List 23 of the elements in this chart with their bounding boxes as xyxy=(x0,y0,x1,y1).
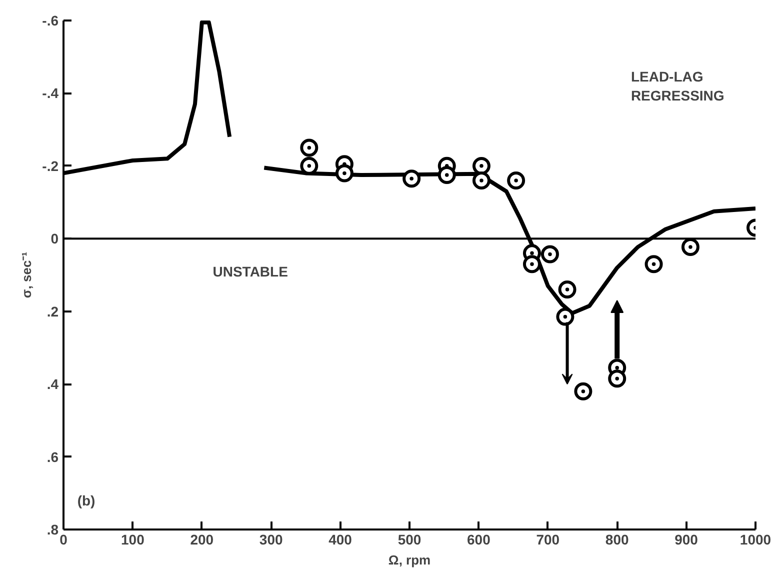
x-tick-label: 900 xyxy=(674,532,698,548)
y-axis-title: σ, sec⁻¹ xyxy=(19,252,34,298)
y-tick-label: -.6 xyxy=(42,12,59,28)
y-tick-label: .8 xyxy=(46,522,59,538)
x-tick-label: 1000 xyxy=(740,532,772,548)
x-tick-label: 400 xyxy=(328,532,352,548)
y-tick-label: -.4 xyxy=(42,85,59,102)
y-tick-label: .6 xyxy=(46,448,59,465)
y-tick-label: .2 xyxy=(46,303,59,320)
x-tick-label: 200 xyxy=(190,532,214,548)
y-tick-label: .4 xyxy=(46,376,59,392)
x-tick-label: 300 xyxy=(259,532,283,548)
x-tick-label: 100 xyxy=(121,532,145,548)
x-tick-label: 800 xyxy=(605,532,629,548)
x-axis-title: Ω, rpm xyxy=(388,552,431,568)
annotation: (b) xyxy=(77,492,96,508)
x-tick-label: 600 xyxy=(467,532,491,548)
annotation: LEAD-LAG REGRESSING xyxy=(630,68,724,104)
x-tick-label: 500 xyxy=(398,532,422,548)
y-tick-label: -.2 xyxy=(42,158,59,174)
annotation: UNSTABLE xyxy=(212,263,288,280)
y-tick-label: 0 xyxy=(50,230,59,247)
x-tick-label: 700 xyxy=(536,532,560,548)
